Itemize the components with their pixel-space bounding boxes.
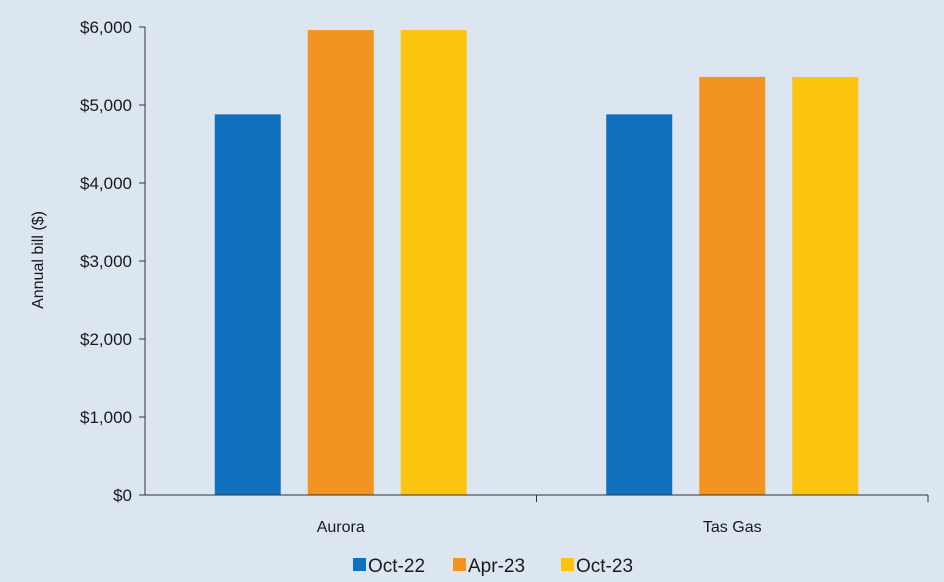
bar-oct-22-aurora: [214, 114, 281, 496]
y-axis-ticks: $0 $1,000 $2,000 $3,000 $4,000 $5,000 $6,000: [80, 18, 145, 505]
y-tick-label: $3,000: [80, 252, 132, 271]
y-axis-title: Annual bill ($): [30, 211, 47, 309]
bar-apr-23-tas-gas: [699, 76, 766, 496]
bar-oct-23-tas-gas: [792, 76, 859, 496]
legend-swatch: [453, 558, 466, 571]
legend: Oct-22 Apr-23 Oct-23: [353, 556, 633, 577]
y-tick-label: $2,000: [80, 330, 132, 349]
bar-oct-22-tas-gas: [606, 114, 673, 496]
bars: [214, 30, 859, 496]
bar-apr-23-aurora: [307, 30, 374, 496]
legend-label: Oct-22: [368, 556, 425, 577]
legend-swatch: [353, 558, 366, 571]
x-category-label: Aurora: [317, 519, 365, 536]
y-tick-label: $0: [113, 486, 132, 505]
axes: [144, 27, 929, 502]
y-tick-label: $4,000: [80, 174, 132, 193]
legend-swatch: [561, 558, 574, 571]
y-tick-label: $1,000: [80, 408, 132, 427]
legend-label: Oct-23: [576, 556, 633, 577]
x-axis-labels: Aurora Tas Gas: [317, 519, 762, 536]
bar-oct-23-aurora: [400, 30, 467, 496]
y-tick-label: $6,000: [80, 18, 132, 37]
x-category-label: Tas Gas: [703, 519, 762, 536]
y-tick-label: $5,000: [80, 96, 132, 115]
legend-label: Apr-23: [468, 556, 525, 577]
